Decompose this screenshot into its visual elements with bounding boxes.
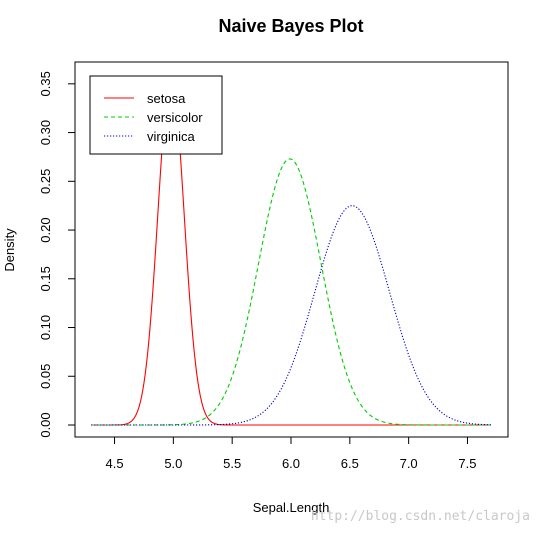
x-tick-label: 4.5 [105,456,123,471]
y-axis-label: Density [2,228,17,272]
y-tick-label: 0.05 [38,364,53,389]
legend: setosa versicolor virginica [89,75,223,155]
y-tick-label: 0.20 [38,217,53,242]
legend-label-virginica: virginica [147,129,195,144]
y-tick-label: 0.25 [38,169,53,194]
y-tick-label: 0.10 [38,315,53,340]
y-tick-label: 0.15 [38,266,53,291]
x-tick-label: 6.5 [341,456,359,471]
series-line-virginica [91,205,492,426]
y-tick-label: 0.00 [38,412,53,437]
y-tick-label: 0.30 [38,120,53,145]
legend-box [89,75,223,155]
x-axis-label: Sepal.Length [253,500,330,515]
x-tick-label: 7.0 [400,456,418,471]
watermark-text: http://blog.csdn.net/claroja [311,509,530,524]
legend-label-setosa: setosa [147,91,186,106]
legend-label-versicolor: versicolor [147,110,203,125]
series-layer [91,76,492,426]
x-tick-label: 5.0 [164,456,182,471]
x-tick-label: 5.5 [223,456,241,471]
chart-title: Naive Bayes Plot [218,16,363,36]
y-tick-label: 0.35 [38,71,53,96]
x-axis: 4.5 5.0 5.5 6.0 6.5 7.0 7.5 [105,436,477,471]
series-line-versicolor [91,158,491,426]
x-tick-label: 7.5 [458,456,476,471]
y-axis: 0.00 0.05 0.10 0.15 0.20 0.25 0.30 0.35 [38,71,76,438]
x-tick-label: 6.0 [282,456,300,471]
